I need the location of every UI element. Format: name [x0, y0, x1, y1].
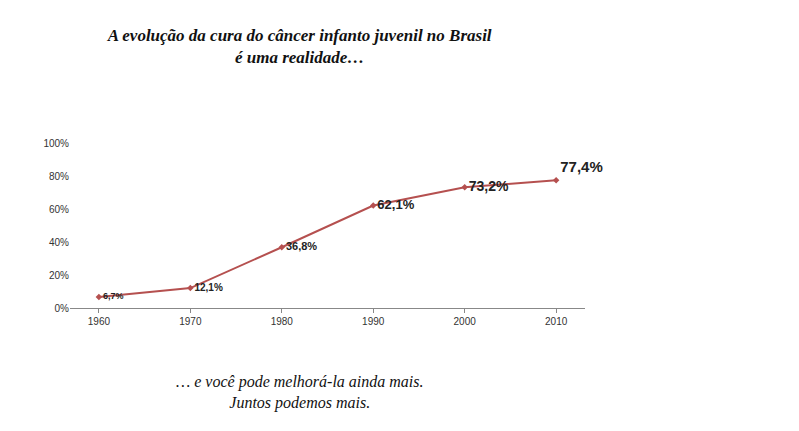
svg-text:6,7%: 6,7% — [103, 291, 124, 301]
svg-text:2010: 2010 — [545, 316, 568, 327]
svg-text:2000: 2000 — [454, 316, 477, 327]
svg-text:36,8%: 36,8% — [286, 240, 317, 252]
svg-text:60%: 60% — [49, 204, 69, 215]
svg-text:1980: 1980 — [271, 316, 294, 327]
svg-text:A evolução da cura do câncer i: A evolução da cura do câncer infanto juv… — [107, 26, 492, 67]
svg-text:1960: 1960 — [88, 316, 111, 327]
svg-text:1970: 1970 — [179, 316, 202, 327]
svg-text:62,1%: 62,1% — [377, 197, 414, 212]
svg-text:73,2%: 73,2% — [469, 178, 509, 194]
svg-text:12,1%: 12,1% — [194, 282, 222, 293]
svg-text:0%: 0% — [55, 303, 70, 314]
svg-text:40%: 40% — [49, 237, 69, 248]
svg-text:1990: 1990 — [362, 316, 385, 327]
svg-text:100%: 100% — [43, 138, 69, 149]
svg-text:80%: 80% — [49, 171, 69, 182]
svg-text:77,4%: 77,4% — [560, 158, 603, 175]
svg-text:… e você pode melhorá-la ainda: … e você pode melhorá-la ainda mais.Junt… — [176, 373, 424, 412]
svg-text:20%: 20% — [49, 270, 69, 281]
